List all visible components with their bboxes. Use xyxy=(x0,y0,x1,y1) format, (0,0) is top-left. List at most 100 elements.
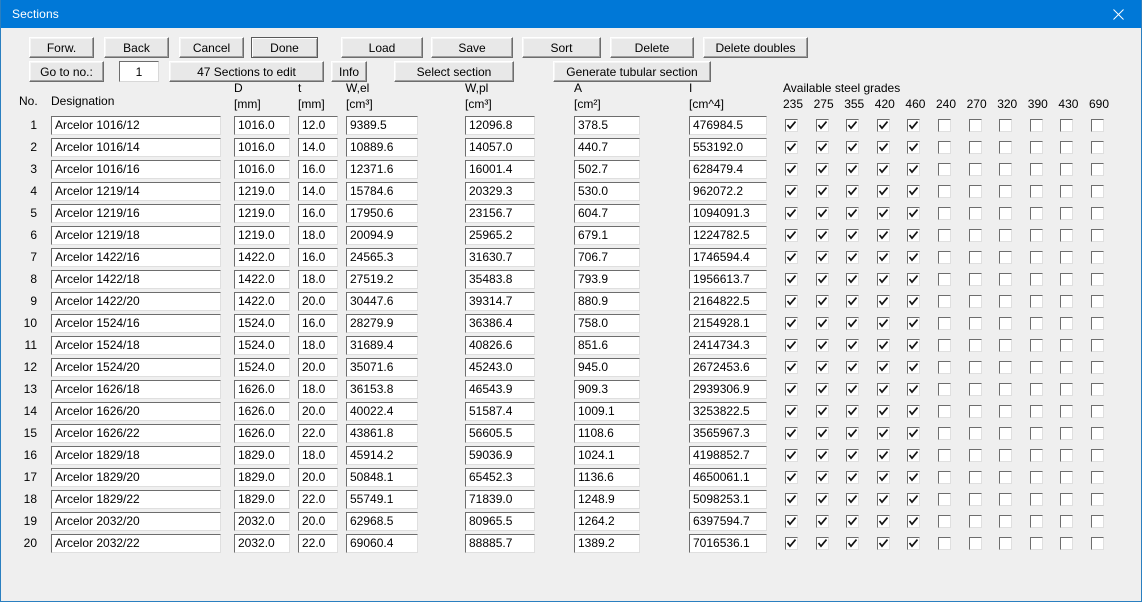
steel-grade-checkbox-420[interactable] xyxy=(876,229,890,242)
steel-grade-checkbox-275[interactable] xyxy=(815,317,829,330)
i-cell[interactable]: 2939306.9 xyxy=(689,380,767,399)
steel-grade-checkbox-270[interactable] xyxy=(968,163,982,176)
steel-grade-checkbox-690[interactable] xyxy=(1091,317,1104,330)
steel-grade-checkbox-420[interactable] xyxy=(876,163,890,176)
steel-grade-checkbox-420[interactable] xyxy=(876,515,890,528)
steel-grade-checkbox-240[interactable] xyxy=(938,383,951,396)
wel-cell[interactable]: 30447.6 xyxy=(346,292,418,311)
steel-grade-checkbox-460[interactable] xyxy=(907,295,921,308)
steel-grade-checkbox-240[interactable] xyxy=(938,273,951,286)
steel-grade-checkbox-240[interactable] xyxy=(938,449,951,462)
designation-cell[interactable]: Arcelor 1016/12 xyxy=(51,116,221,135)
steel-grade-checkbox-420[interactable] xyxy=(876,317,890,330)
steel-grade-checkbox-430[interactable] xyxy=(1060,449,1074,462)
steel-grade-checkbox-420[interactable] xyxy=(876,449,890,462)
wpl-cell[interactable]: 12096.8 xyxy=(465,116,535,135)
t-cell[interactable]: 20.0 xyxy=(298,402,338,421)
t-cell[interactable]: 14.0 xyxy=(298,182,338,201)
steel-grade-checkbox-690[interactable] xyxy=(1091,207,1104,220)
steel-grade-checkbox-355[interactable] xyxy=(846,515,860,528)
steel-grade-checkbox-420[interactable] xyxy=(876,405,890,418)
a-cell[interactable]: 758.0 xyxy=(574,314,640,333)
a-cell[interactable]: 909.3 xyxy=(574,380,640,399)
steel-grade-checkbox-355[interactable] xyxy=(846,537,860,550)
steel-grade-checkbox-270[interactable] xyxy=(968,119,982,132)
t-cell[interactable]: 12.0 xyxy=(298,116,338,135)
wpl-cell[interactable]: 51587.4 xyxy=(465,402,535,421)
wel-cell[interactable]: 31689.4 xyxy=(346,336,418,355)
steel-grade-checkbox-390[interactable] xyxy=(1029,163,1043,176)
steel-grade-checkbox-270[interactable] xyxy=(968,229,982,242)
steel-grade-checkbox-390[interactable] xyxy=(1029,383,1043,396)
steel-grade-checkbox-430[interactable] xyxy=(1060,295,1074,308)
designation-cell[interactable]: Arcelor 1016/14 xyxy=(51,138,221,157)
steel-grade-checkbox-690[interactable] xyxy=(1091,185,1104,198)
steel-grade-checkbox-430[interactable] xyxy=(1060,317,1074,330)
steel-grade-checkbox-460[interactable] xyxy=(907,515,921,528)
steel-grade-checkbox-460[interactable] xyxy=(907,361,921,374)
steel-grade-checkbox-320[interactable] xyxy=(999,141,1013,154)
steel-grade-checkbox-275[interactable] xyxy=(815,471,829,484)
d-cell[interactable]: 1524.0 xyxy=(234,336,290,355)
wpl-cell[interactable]: 23156.7 xyxy=(465,204,535,223)
wel-cell[interactable]: 55749.1 xyxy=(346,490,418,509)
steel-grade-checkbox-355[interactable] xyxy=(846,427,860,440)
designation-cell[interactable]: Arcelor 1524/20 xyxy=(51,358,221,377)
steel-grade-checkbox-320[interactable] xyxy=(999,207,1013,220)
steel-grade-checkbox-240[interactable] xyxy=(938,427,951,440)
wpl-cell[interactable]: 40826.6 xyxy=(465,336,535,355)
d-cell[interactable]: 1829.0 xyxy=(234,468,290,487)
steel-grade-checkbox-355[interactable] xyxy=(846,141,860,154)
wpl-cell[interactable]: 14057.0 xyxy=(465,138,535,157)
steel-grade-checkbox-235[interactable] xyxy=(785,229,798,242)
steel-grade-checkbox-420[interactable] xyxy=(876,295,890,308)
steel-grade-checkbox-235[interactable] xyxy=(785,427,798,440)
steel-grade-checkbox-320[interactable] xyxy=(999,449,1013,462)
i-cell[interactable]: 5098253.1 xyxy=(689,490,767,509)
steel-grade-checkbox-235[interactable] xyxy=(785,295,798,308)
designation-cell[interactable]: Arcelor 1829/18 xyxy=(51,446,221,465)
a-cell[interactable]: 1009.1 xyxy=(574,402,640,421)
i-cell[interactable]: 4650061.1 xyxy=(689,468,767,487)
t-cell[interactable]: 18.0 xyxy=(298,446,338,465)
steel-grade-checkbox-270[interactable] xyxy=(968,493,982,506)
a-cell[interactable]: 440.7 xyxy=(574,138,640,157)
t-cell[interactable]: 18.0 xyxy=(298,380,338,399)
steel-grade-checkbox-270[interactable] xyxy=(968,361,982,374)
steel-grade-checkbox-355[interactable] xyxy=(846,251,860,264)
toolbar-button-info[interactable]: Info xyxy=(331,61,367,82)
wpl-cell[interactable]: 71839.0 xyxy=(465,490,535,509)
steel-grade-checkbox-235[interactable] xyxy=(785,251,798,264)
steel-grade-checkbox-275[interactable] xyxy=(815,185,829,198)
steel-grade-checkbox-240[interactable] xyxy=(938,119,951,132)
toolbar-button-back[interactable]: Back xyxy=(104,37,169,58)
steel-grade-checkbox-355[interactable] xyxy=(846,295,860,308)
designation-cell[interactable]: Arcelor 1524/16 xyxy=(51,314,221,333)
i-cell[interactable]: 2672453.6 xyxy=(689,358,767,377)
steel-grade-checkbox-235[interactable] xyxy=(785,515,798,528)
steel-grade-checkbox-460[interactable] xyxy=(907,185,921,198)
steel-grade-checkbox-420[interactable] xyxy=(876,251,890,264)
toolbar-button-delete-doubles[interactable]: Delete doubles xyxy=(703,37,808,58)
designation-cell[interactable]: Arcelor 1219/14 xyxy=(51,182,221,201)
steel-grade-checkbox-460[interactable] xyxy=(907,449,921,462)
steel-grade-checkbox-240[interactable] xyxy=(938,515,951,528)
wel-cell[interactable]: 20094.9 xyxy=(346,226,418,245)
i-cell[interactable]: 6397594.7 xyxy=(689,512,767,531)
steel-grade-checkbox-320[interactable] xyxy=(999,317,1013,330)
steel-grade-checkbox-390[interactable] xyxy=(1029,141,1043,154)
toolbar-button-select-section[interactable]: Select section xyxy=(394,61,514,82)
steel-grade-checkbox-240[interactable] xyxy=(938,185,951,198)
steel-grade-checkbox-320[interactable] xyxy=(999,273,1013,286)
steel-grade-checkbox-355[interactable] xyxy=(846,449,860,462)
steel-grade-checkbox-235[interactable] xyxy=(785,185,798,198)
steel-grade-checkbox-690[interactable] xyxy=(1091,229,1104,242)
i-cell[interactable]: 1224782.5 xyxy=(689,226,767,245)
i-cell[interactable]: 628479.4 xyxy=(689,160,767,179)
i-cell[interactable]: 3253822.5 xyxy=(689,402,767,421)
steel-grade-checkbox-430[interactable] xyxy=(1060,515,1074,528)
steel-grade-checkbox-240[interactable] xyxy=(938,295,951,308)
d-cell[interactable]: 1422.0 xyxy=(234,248,290,267)
toolbar-button-load[interactable]: Load xyxy=(341,37,423,58)
wel-cell[interactable]: 35071.6 xyxy=(346,358,418,377)
